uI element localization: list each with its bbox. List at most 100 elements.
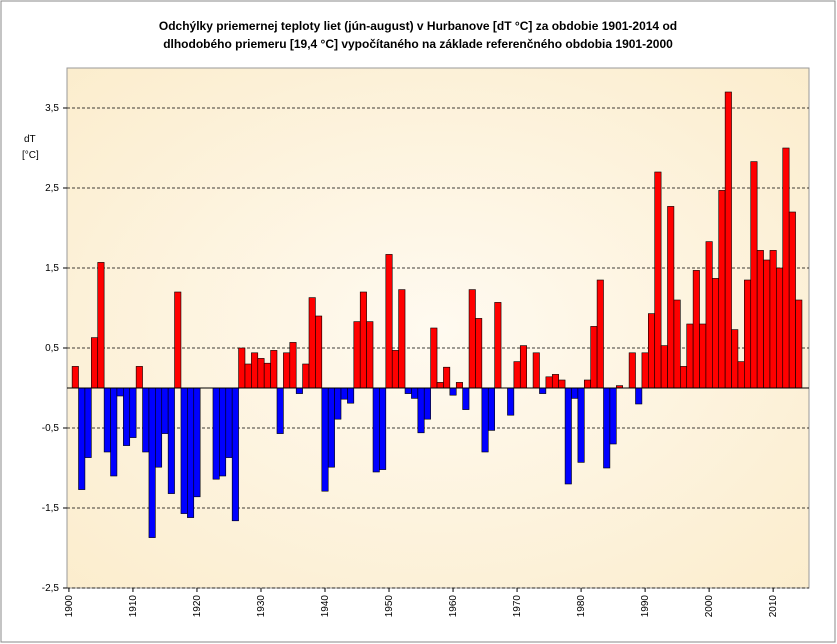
bar xyxy=(539,387,547,394)
bar xyxy=(654,171,662,389)
bar xyxy=(110,387,118,477)
bar xyxy=(123,387,131,446)
bar xyxy=(795,299,803,389)
bar xyxy=(219,387,227,477)
bar xyxy=(545,376,553,389)
bar xyxy=(449,387,457,396)
bar xyxy=(187,387,195,518)
x-tick-label: 1990 xyxy=(640,595,651,618)
bar xyxy=(519,345,527,389)
bar xyxy=(193,387,201,498)
bar xyxy=(315,315,323,389)
bar xyxy=(750,161,758,389)
bar xyxy=(648,313,656,389)
bar xyxy=(628,352,636,389)
bar xyxy=(238,347,246,389)
bar xyxy=(327,387,335,468)
bar xyxy=(692,270,700,389)
bar xyxy=(596,279,604,389)
bar xyxy=(744,279,752,389)
bar xyxy=(583,379,591,389)
bar xyxy=(212,387,220,480)
bar xyxy=(718,190,726,389)
x-tick-label: 1980 xyxy=(576,595,587,618)
bar xyxy=(417,387,425,434)
bar xyxy=(641,352,649,389)
bar xyxy=(135,366,143,389)
bar xyxy=(174,291,182,389)
bar xyxy=(283,352,291,389)
bar xyxy=(462,387,470,410)
bar xyxy=(103,387,111,453)
bar xyxy=(244,363,252,389)
bar xyxy=(507,387,515,416)
x-tick-label: 1910 xyxy=(128,595,139,618)
bar xyxy=(148,387,156,538)
bar xyxy=(436,382,444,389)
bar xyxy=(430,327,438,389)
y-tick-label: 1,5 xyxy=(45,263,59,274)
y-tick-label: 2,5 xyxy=(45,183,59,194)
bar xyxy=(590,326,598,389)
bar xyxy=(532,352,540,389)
x-tick-label: 1960 xyxy=(448,595,459,618)
y-tick-label: -2,5 xyxy=(42,583,60,594)
bar xyxy=(71,366,79,389)
bar xyxy=(680,366,688,389)
bar xyxy=(667,206,675,389)
y-tick-label: -0,5 xyxy=(42,423,60,434)
bar xyxy=(769,250,777,389)
bar xyxy=(167,387,175,494)
bar xyxy=(366,321,374,389)
bar xyxy=(334,387,342,420)
x-tick-label: 1940 xyxy=(320,595,331,618)
chart-title: Odchýlky priemernej teploty liet (jún-au… xyxy=(159,19,677,33)
bar xyxy=(763,259,771,389)
bar xyxy=(180,387,188,514)
bar xyxy=(391,350,399,389)
bar xyxy=(724,91,732,389)
bar xyxy=(423,387,431,420)
bar xyxy=(513,361,521,389)
bar xyxy=(116,387,124,397)
bar xyxy=(494,302,502,389)
bar xyxy=(564,387,572,485)
bar xyxy=(353,321,361,389)
bar xyxy=(347,387,355,404)
bar xyxy=(78,387,86,490)
bar xyxy=(443,366,451,389)
bar xyxy=(558,379,566,389)
bar xyxy=(673,299,681,389)
bar xyxy=(231,387,239,522)
x-tick-label: 1930 xyxy=(256,595,267,618)
chart-title: dlhodobého priemeru [19,4 °C] vypočítané… xyxy=(163,37,673,51)
y-axis-label: [°C] xyxy=(22,150,39,161)
bar xyxy=(97,262,105,389)
bar xyxy=(712,278,720,389)
bar xyxy=(276,387,284,434)
bar xyxy=(302,363,310,389)
bar xyxy=(129,387,137,438)
y-axis-label: dT xyxy=(24,134,36,145)
bar xyxy=(468,289,476,389)
bar xyxy=(660,345,668,389)
bar xyxy=(731,329,739,389)
x-tick-label: 1920 xyxy=(192,595,203,618)
bar xyxy=(609,387,617,445)
bar xyxy=(385,254,393,389)
bar xyxy=(455,382,463,389)
bar xyxy=(737,361,745,389)
bar xyxy=(225,387,233,458)
bar xyxy=(577,387,585,463)
bar xyxy=(398,289,406,389)
bar xyxy=(686,323,694,389)
y-tick-label: -1,5 xyxy=(42,503,60,514)
bar xyxy=(475,318,483,389)
bar xyxy=(155,387,163,468)
bar xyxy=(251,352,259,389)
bar xyxy=(571,387,579,399)
bar xyxy=(84,387,92,458)
bar xyxy=(404,387,412,394)
